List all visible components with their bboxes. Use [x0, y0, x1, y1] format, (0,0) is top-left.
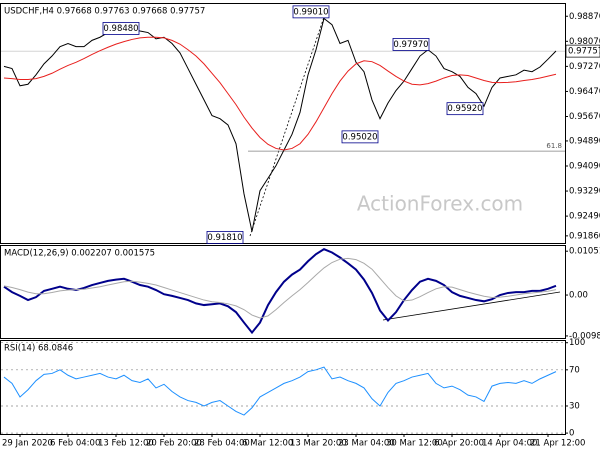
- series-line: [3, 257, 557, 319]
- series-line: [3, 248, 557, 335]
- annotation-label: 0.95020: [342, 132, 377, 142]
- last-price-box: [565, 44, 600, 58]
- annotation-box: [206, 231, 244, 244]
- macd-trendline: [382, 291, 561, 321]
- series-line: [3, 366, 557, 416]
- panel-title: USDCHF,H4 0.97668 0.97763 0.97668 0.9775…: [4, 7, 205, 17]
- panel-frame: [0, 3, 566, 244]
- fibo-level-label: 61.8: [546, 142, 562, 150]
- x-tick-label: 6 Feb 04:00: [50, 439, 100, 449]
- y-tick-label: -0.009804: [569, 331, 600, 341]
- x-tick-label: 13 Feb 12:00: [98, 439, 154, 449]
- y-tick-label: 30: [569, 401, 580, 411]
- y-tick-label: 0.91860: [569, 231, 600, 241]
- panel-title: RSI(14) 68.0846: [4, 344, 73, 354]
- annotation-label: 0.97970: [393, 40, 428, 50]
- annotation-label: 0.98480: [103, 24, 138, 34]
- x-tick-label: 6 Mar 12:00: [242, 439, 293, 449]
- annotation-box: [102, 22, 140, 35]
- annotation-box: [446, 102, 484, 116]
- x-tick-label: 13 Mar 20:00: [290, 439, 347, 449]
- annotation-label: 0.91810: [207, 233, 242, 243]
- x-tick-label: 28 Feb 04:00: [194, 439, 250, 449]
- annotation-box: [392, 38, 430, 51]
- annotation-box: [341, 130, 379, 144]
- y-tick-label: 100: [569, 338, 585, 348]
- series-line: [3, 17, 557, 232]
- y-tick-label: 0.00: [569, 291, 588, 301]
- panel-frame: [0, 245, 566, 339]
- x-tick-label: 6 Apr 20:00: [434, 439, 484, 449]
- panel-title: MACD(12,26,9) 0.002207 0.001575: [4, 249, 155, 259]
- watermark: ActionForex.com: [357, 192, 523, 216]
- y-tick-label: 70: [569, 365, 580, 375]
- x-tick-label: 30 Mar 12:00: [386, 439, 443, 449]
- x-tick-label: 21 Apr 12:00: [530, 439, 585, 449]
- panel-frame: [0, 340, 566, 435]
- last-price-label: 0.97757: [568, 47, 600, 57]
- x-tick-label: 20 Feb 20:00: [146, 439, 202, 449]
- series-line: [3, 36, 557, 151]
- annotation-label: 0.99010: [293, 7, 328, 17]
- x-tick-label: 29 Jan 2020: [2, 439, 53, 449]
- x-tick-label: 23 Mar 04:00: [338, 439, 395, 449]
- x-tick-label: 14 Apr 04:00: [482, 439, 537, 449]
- y-tick-label: 0.010513: [569, 247, 600, 257]
- annotation-label: 0.95920: [447, 104, 482, 114]
- y-tick-label: 0: [569, 429, 574, 439]
- fibo-trendline: [249, 13, 326, 237]
- annotation-box: [292, 5, 330, 19]
